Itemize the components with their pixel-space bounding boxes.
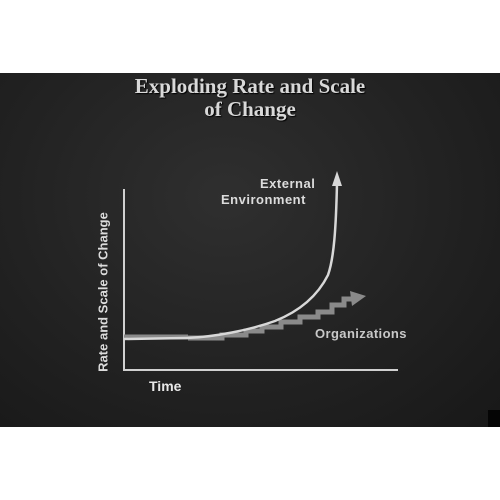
- external-environment-label-line-2: Environment: [221, 192, 306, 207]
- external-environment-label-line-1: External: [260, 176, 316, 191]
- external-environment-curve: [123, 182, 339, 341]
- x-axis-label: Time: [149, 378, 182, 394]
- y-axis-label: Rate and Scale of Change: [95, 212, 111, 372]
- presentation-slide: Exploding Rate and Scale of Change Rate …: [0, 73, 500, 427]
- organizations-arrowhead: [350, 291, 366, 306]
- slide-title-line-2: of Change: [204, 97, 296, 121]
- slide-title-line-1: Exploding Rate and Scale: [134, 74, 366, 98]
- organizations-label: Organizations: [315, 326, 407, 341]
- organizations-step-line: [188, 296, 352, 341]
- change-diagram: [123, 171, 398, 371]
- external-environment-arrowhead: [332, 171, 342, 186]
- slide-edge-mark: [488, 410, 500, 427]
